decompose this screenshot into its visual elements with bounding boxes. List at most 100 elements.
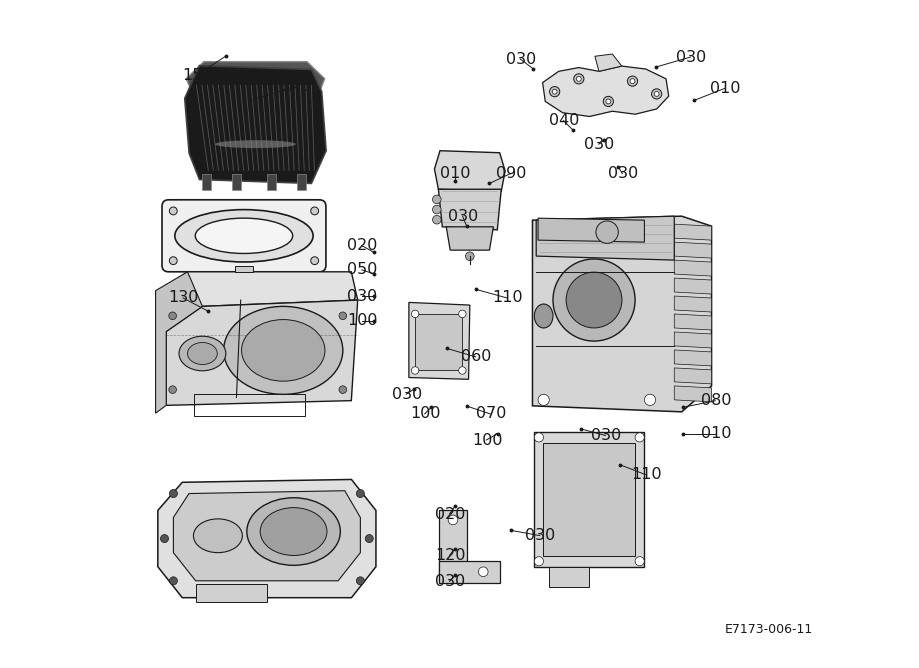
Polygon shape	[186, 61, 324, 98]
Polygon shape	[166, 300, 357, 405]
Text: E7173-006-11: E7173-006-11	[724, 623, 812, 637]
Polygon shape	[196, 584, 267, 602]
Text: 070: 070	[475, 406, 505, 422]
Circle shape	[478, 567, 487, 576]
Text: 110: 110	[493, 291, 523, 305]
Polygon shape	[536, 216, 674, 260]
Circle shape	[432, 195, 441, 204]
Circle shape	[160, 534, 168, 542]
Ellipse shape	[534, 304, 552, 328]
Bar	[232, 174, 241, 190]
Circle shape	[627, 76, 637, 86]
Polygon shape	[185, 65, 325, 184]
Circle shape	[169, 490, 177, 498]
Ellipse shape	[175, 210, 312, 262]
Polygon shape	[408, 303, 470, 379]
Text: 130: 130	[168, 291, 199, 305]
Circle shape	[634, 433, 643, 442]
Text: 030: 030	[584, 137, 614, 152]
Text: 030: 030	[675, 49, 706, 65]
Bar	[438, 510, 467, 581]
Circle shape	[459, 367, 466, 374]
Ellipse shape	[179, 336, 225, 371]
Circle shape	[643, 394, 655, 405]
Polygon shape	[158, 480, 376, 598]
Circle shape	[538, 394, 549, 405]
Circle shape	[603, 96, 613, 106]
Bar	[414, 314, 462, 371]
Text: 100: 100	[347, 313, 378, 329]
Polygon shape	[674, 242, 710, 258]
Bar	[234, 266, 253, 273]
Circle shape	[549, 87, 559, 97]
Text: 020: 020	[347, 238, 378, 253]
Text: 050: 050	[347, 263, 378, 277]
Circle shape	[356, 576, 364, 584]
Circle shape	[356, 490, 364, 498]
Circle shape	[465, 252, 473, 261]
Polygon shape	[542, 66, 668, 116]
FancyBboxPatch shape	[162, 200, 325, 272]
Text: 030: 030	[391, 387, 422, 401]
Text: 030: 030	[607, 166, 638, 181]
Text: 100: 100	[471, 433, 502, 448]
Ellipse shape	[223, 307, 343, 394]
Text: 010: 010	[440, 166, 471, 181]
Bar	[438, 560, 500, 582]
Text: 120: 120	[435, 548, 465, 562]
Circle shape	[411, 310, 418, 317]
Text: 110: 110	[630, 467, 662, 482]
Text: 100: 100	[410, 406, 440, 422]
Circle shape	[565, 272, 621, 328]
Ellipse shape	[260, 508, 326, 556]
Circle shape	[459, 310, 466, 317]
Polygon shape	[434, 151, 505, 191]
Polygon shape	[538, 218, 643, 242]
Text: 030: 030	[505, 51, 536, 67]
Circle shape	[630, 79, 634, 84]
Circle shape	[576, 76, 581, 81]
Text: 020: 020	[435, 506, 465, 522]
Polygon shape	[446, 227, 493, 250]
Circle shape	[169, 207, 177, 215]
Circle shape	[596, 221, 618, 243]
Polygon shape	[674, 350, 710, 366]
Circle shape	[168, 312, 176, 319]
Circle shape	[311, 257, 318, 265]
Circle shape	[534, 556, 543, 566]
Polygon shape	[674, 278, 710, 294]
Polygon shape	[674, 314, 710, 330]
Ellipse shape	[215, 140, 296, 148]
Bar	[543, 443, 634, 556]
Polygon shape	[173, 491, 360, 580]
Polygon shape	[166, 272, 357, 307]
Circle shape	[168, 386, 176, 393]
Circle shape	[573, 73, 584, 84]
Text: 090: 090	[495, 166, 526, 181]
Polygon shape	[532, 216, 710, 412]
Circle shape	[169, 257, 177, 265]
Text: 010: 010	[700, 426, 731, 441]
Circle shape	[552, 259, 634, 341]
Circle shape	[432, 215, 441, 224]
Circle shape	[534, 433, 543, 442]
Polygon shape	[674, 260, 710, 276]
Text: 030: 030	[525, 528, 555, 543]
Bar	[267, 174, 276, 190]
Polygon shape	[674, 296, 710, 312]
Circle shape	[411, 367, 418, 374]
Polygon shape	[674, 368, 710, 384]
Circle shape	[634, 556, 643, 566]
Polygon shape	[674, 386, 710, 402]
Polygon shape	[674, 332, 710, 348]
Polygon shape	[595, 54, 621, 71]
Circle shape	[338, 312, 346, 319]
Circle shape	[338, 386, 346, 393]
Polygon shape	[438, 189, 501, 230]
Text: 060: 060	[460, 349, 491, 365]
Ellipse shape	[195, 218, 292, 253]
Ellipse shape	[246, 498, 340, 565]
Circle shape	[311, 207, 318, 215]
Circle shape	[169, 576, 177, 584]
Circle shape	[448, 515, 458, 525]
